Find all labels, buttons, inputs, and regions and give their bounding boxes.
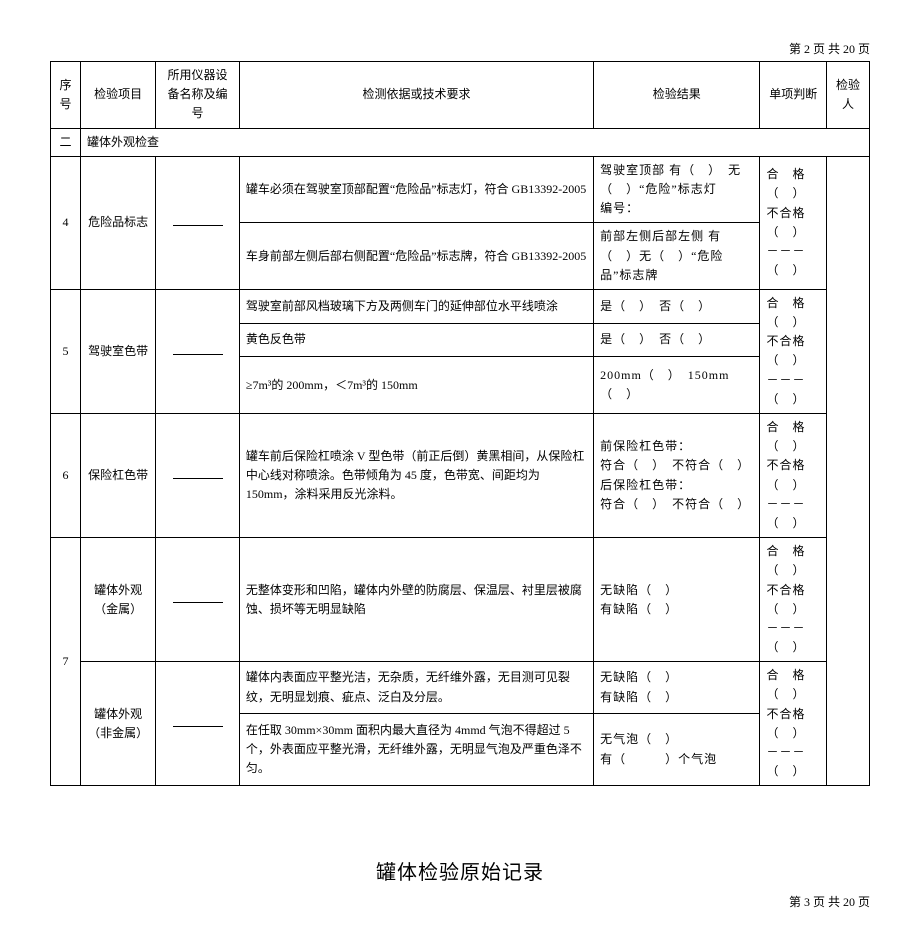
judge-4: 合 格（ ）不合格（ ）－－－（ ） (760, 156, 827, 289)
req-5-b: 黄色反色带 (239, 323, 593, 357)
seq-4: 4 (51, 156, 81, 289)
inst-7-1 (156, 538, 240, 662)
res-7-1: 无缺陷（ ）有缺陷（ ） (594, 538, 760, 662)
req-7-2b: 在任取 30mm×30mm 面积内最大直径为 4mmd 气泡不得超过 5 个，外… (239, 713, 593, 786)
hdr-res: 检验结果 (594, 62, 760, 129)
table-row: 罐体外观（非金属） 罐体内表面应平整光洁，无杂质，无纤维外露，无目测可见裂纹，无… (51, 662, 870, 714)
hdr-seq: 序号 (51, 62, 81, 129)
res-7-2b: 无气泡（ ）有（ ）个气泡 (594, 713, 760, 786)
inst-5 (156, 289, 240, 413)
page-footer: 第 3 页 共 20 页 (50, 893, 870, 910)
req-5-a: 驾驶室前部风档玻璃下方及两侧车门的延伸部位水平线喷涂 (239, 289, 593, 323)
hdr-item: 检验项目 (81, 62, 156, 129)
judge-5: 合 格（ ）不合格（ ）－－－（ ） (760, 289, 827, 413)
section-row: 二 罐体外观检查 (51, 128, 870, 156)
item-7-2: 罐体外观（非金属） (81, 662, 156, 786)
section-title: 罐体外观检查 (81, 128, 870, 156)
item-4: 危险品标志 (81, 156, 156, 289)
item-6: 保险杠色带 (81, 414, 156, 538)
item-7-1: 罐体外观（金属） (81, 538, 156, 662)
page-header: 第 2 页 共 20 页 (50, 40, 870, 57)
hdr-inst: 所用仪器设备名称及编号 (156, 62, 240, 129)
req-6: 罐车前后保险杠喷涂 V 型色带（前正后倒）黄黑相间，从保险杠中心线对称喷涂。色带… (239, 414, 593, 538)
res-5-b: 是（ ） 否（ ） (594, 323, 760, 357)
res-4-1: 驾驶室顶部 有（ ） 无（ ）“危险”标志灯编号： (594, 156, 760, 223)
req-4-2: 车身前部左侧后部右侧配置“危险品”标志牌，符合 GB13392-2005 (239, 223, 593, 290)
res-6: 前保险杠色带：符合（ ） 不符合（ ）后保险杠色带：符合（ ） 不符合（ ） (594, 414, 760, 538)
res-5-c: 200mm（ ） 150mm（ ） (594, 357, 760, 414)
table-row: 7 罐体外观（金属） 无整体变形和凹陷，罐体内外壁的防腐层、保温层、衬里层被腐蚀… (51, 538, 870, 662)
insp-cell (827, 156, 870, 786)
table-row: 6 保险杠色带 罐车前后保险杠喷涂 V 型色带（前正后倒）黄黑相间，从保险杠中心… (51, 414, 870, 538)
req-5-c: ≥7m³的 200mm，＜7m³的 150mm (239, 357, 593, 414)
section-seq: 二 (51, 128, 81, 156)
seq-6: 6 (51, 414, 81, 538)
seq-7: 7 (51, 538, 81, 786)
seq-5: 5 (51, 289, 81, 413)
judge-7-2: 合 格（ ）不合格（ ）－－－（ ） (760, 662, 827, 786)
page-title: 罐体检验原始记录 (50, 856, 870, 885)
res-4-2: 前部左侧后部左侧 有（ ）无（ ）“危险品”标志牌 (594, 223, 760, 290)
inspection-table: 序号 检验项目 所用仪器设备名称及编号 检测依据或技术要求 检验结果 单项判断 … (50, 61, 870, 786)
inst-4 (156, 156, 240, 289)
header-row: 序号 检验项目 所用仪器设备名称及编号 检测依据或技术要求 检验结果 单项判断 … (51, 62, 870, 129)
hdr-insp: 检验人 (827, 62, 870, 129)
res-5-a: 是（ ） 否（ ） (594, 289, 760, 323)
judge-6: 合 格（ ）不合格（ ）－－－（ ） (760, 414, 827, 538)
table-row: 4 危险品标志 罐车必须在驾驶室顶部配置“危险品”标志灯，符合 GB13392-… (51, 156, 870, 223)
req-7-1: 无整体变形和凹陷，罐体内外壁的防腐层、保温层、衬里层被腐蚀、损坏等无明显缺陷 (239, 538, 593, 662)
hdr-judge: 单项判断 (760, 62, 827, 129)
table-row: 5 驾驶室色带 驾驶室前部风档玻璃下方及两侧车门的延伸部位水平线喷涂 是（ ） … (51, 289, 870, 323)
judge-7-1: 合 格（ ）不合格（ ）－－－（ ） (760, 538, 827, 662)
inst-6 (156, 414, 240, 538)
req-7-2a: 罐体内表面应平整光洁，无杂质，无纤维外露，无目测可见裂纹，无明显划痕、疵点、泛白… (239, 662, 593, 714)
hdr-req: 检测依据或技术要求 (239, 62, 593, 129)
req-4-1: 罐车必须在驾驶室顶部配置“危险品”标志灯，符合 GB13392-2005 (239, 156, 593, 223)
inst-7-2 (156, 662, 240, 786)
item-5: 驾驶室色带 (81, 289, 156, 413)
res-7-2a: 无缺陷（ ）有缺陷（ ） (594, 662, 760, 714)
